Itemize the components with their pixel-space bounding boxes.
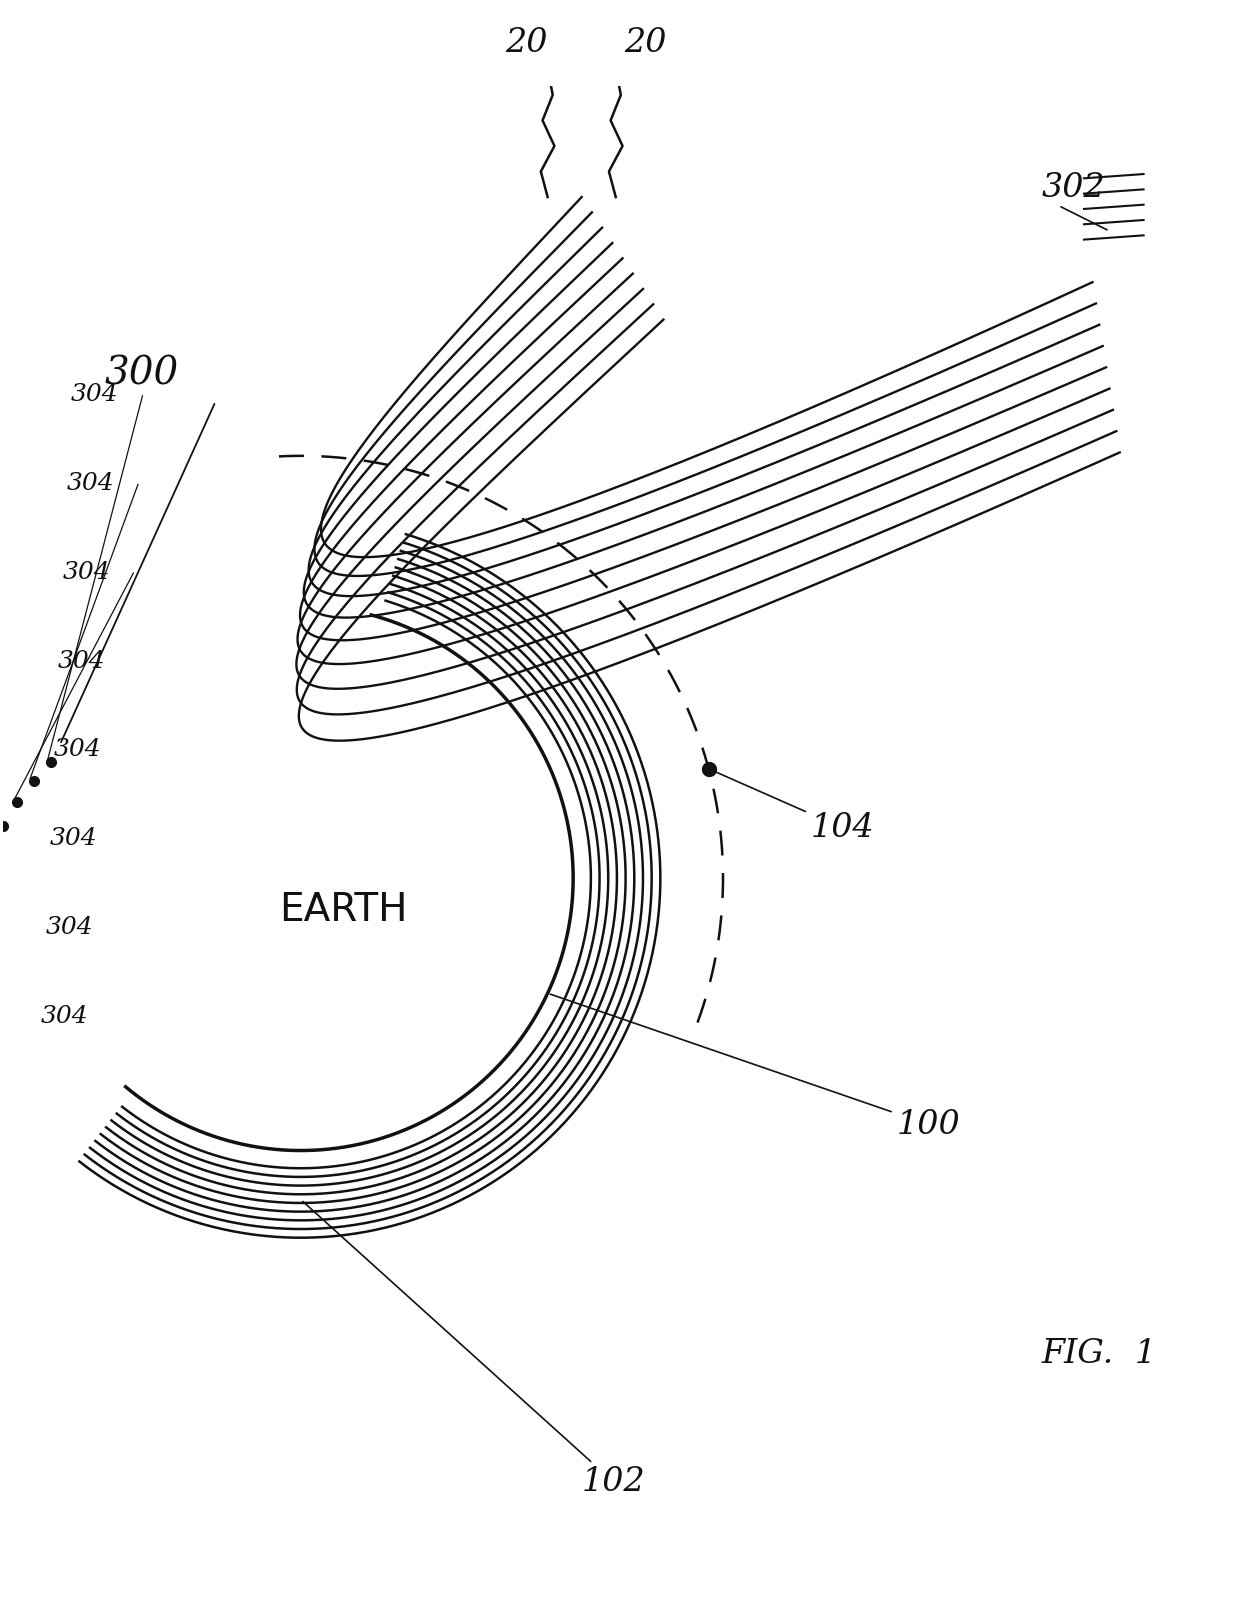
Text: EARTH: EARTH xyxy=(279,891,408,928)
Text: 304: 304 xyxy=(62,561,110,583)
Text: 304: 304 xyxy=(41,1004,89,1027)
Text: 1: 1 xyxy=(1135,1338,1157,1371)
Text: 304: 304 xyxy=(53,739,102,761)
Text: 304: 304 xyxy=(58,650,105,672)
Text: 20: 20 xyxy=(505,28,548,60)
Text: 304: 304 xyxy=(71,384,119,407)
Text: 304: 304 xyxy=(46,915,93,940)
Text: 100: 100 xyxy=(551,995,961,1140)
Text: 102: 102 xyxy=(303,1202,646,1498)
Text: 304: 304 xyxy=(50,828,97,851)
Text: 20: 20 xyxy=(624,28,667,60)
Text: FIG.: FIG. xyxy=(1042,1338,1114,1371)
Text: 304: 304 xyxy=(67,471,114,496)
Text: 302: 302 xyxy=(1042,172,1105,204)
Text: 300: 300 xyxy=(105,355,180,392)
Text: 104: 104 xyxy=(712,770,874,844)
